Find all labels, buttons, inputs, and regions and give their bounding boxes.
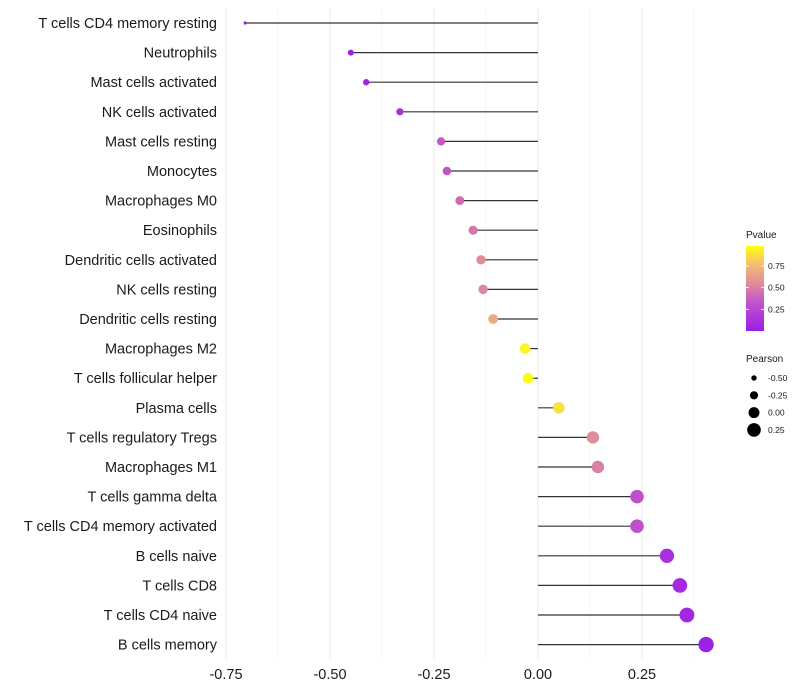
pvalue-legend-title: Pvalue <box>746 230 777 241</box>
colorbar-tick-label: 0.50 <box>768 283 785 293</box>
size-legend-label: -0.25 <box>768 390 788 400</box>
lollipop-points <box>243 21 714 653</box>
y-tick-label: Mast cells activated <box>90 75 217 91</box>
y-tick-label: Eosinophils <box>143 223 217 239</box>
x-tick-label: 0.00 <box>524 667 552 683</box>
y-tick-label: Dendritic cells activated <box>65 253 217 269</box>
size-legend-key <box>747 423 761 437</box>
pearson-legend-title: Pearson <box>746 354 783 365</box>
y-tick-label: T cells follicular helper <box>74 371 217 387</box>
lollipop-point <box>243 21 247 25</box>
y-tick-label: T cells gamma delta <box>88 490 218 506</box>
lollipop-point <box>591 460 605 474</box>
y-tick-label: Monocytes <box>147 164 217 180</box>
y-tick-label: B cells naive <box>136 549 217 565</box>
x-tick-label: -0.25 <box>417 667 450 683</box>
lollipop-point <box>347 49 354 56</box>
y-tick-label: Macrophages M1 <box>105 460 217 476</box>
lollipop-point <box>519 343 531 354</box>
y-tick-label: Macrophages M2 <box>105 342 217 358</box>
size-legend-label: 0.00 <box>768 408 785 418</box>
size-legend-label: 0.25 <box>768 425 785 435</box>
lollipop-point <box>553 402 565 414</box>
pearson-legend: Pearson -0.50 -0.25 0.00 0.25 <box>746 354 788 437</box>
y-tick-label: B cells memory <box>118 638 218 654</box>
lollipop-point <box>698 636 714 653</box>
lollipop-stems <box>245 22 707 646</box>
lollipop-point <box>476 255 486 265</box>
lollipop-point <box>455 196 465 206</box>
lollipop-point <box>442 166 452 176</box>
colorbar-tick-label: 0.75 <box>768 261 785 271</box>
colorbar-tick-label: 0.25 <box>768 304 785 314</box>
lollipop-point <box>363 79 370 86</box>
y-tick-label: Macrophages M0 <box>105 194 217 210</box>
grid-lines <box>225 8 695 660</box>
y-tick-label: Mast cells resting <box>105 134 217 150</box>
x-tick-label: 0.25 <box>628 667 656 683</box>
pvalue-legend: Pvalue 0.25 0.50 0.75 <box>746 230 785 331</box>
lollipop-point <box>630 489 644 504</box>
size-legend-key <box>748 407 760 419</box>
x-tick-label: -0.50 <box>313 667 346 683</box>
lollipop-point <box>468 225 478 235</box>
y-tick-label: NK cells activated <box>102 105 217 121</box>
y-tick-label: Plasma cells <box>136 401 217 417</box>
lollipop-point <box>396 108 404 116</box>
lollipop-point <box>659 548 675 563</box>
y-tick-label: NK cells resting <box>116 282 217 298</box>
y-tick-label: Dendritic cells resting <box>79 312 217 328</box>
x-axis-labels: -0.75 -0.50 -0.25 0.00 0.25 <box>209 667 656 683</box>
lollipop-point <box>488 314 498 324</box>
size-legend-label: -0.50 <box>768 373 788 383</box>
y-axis-labels: T cells CD4 memory resting Neutrophils Mas… <box>24 16 218 654</box>
pvalue-colorbar <box>746 246 764 331</box>
lollipop-point <box>478 284 488 295</box>
y-tick-label: T cells CD4 memory activated <box>24 519 217 535</box>
y-tick-label: T cells CD4 naive <box>104 608 217 624</box>
lollipop-point <box>436 137 446 146</box>
lollipop-point <box>522 372 534 384</box>
size-legend-key <box>749 391 759 400</box>
lollipop-point <box>679 607 695 623</box>
size-legend-key <box>751 375 757 381</box>
lollipop-point <box>586 431 600 444</box>
y-tick-label: T cells CD8 <box>142 578 217 594</box>
lollipop-point <box>672 578 688 593</box>
y-tick-label: T cells CD4 memory resting <box>38 16 217 32</box>
y-tick-label: Neutrophils <box>144 46 217 62</box>
y-tick-label: T cells regulatory Tregs <box>67 430 217 446</box>
lollipop-point <box>630 519 644 533</box>
x-tick-label: -0.75 <box>209 667 242 683</box>
